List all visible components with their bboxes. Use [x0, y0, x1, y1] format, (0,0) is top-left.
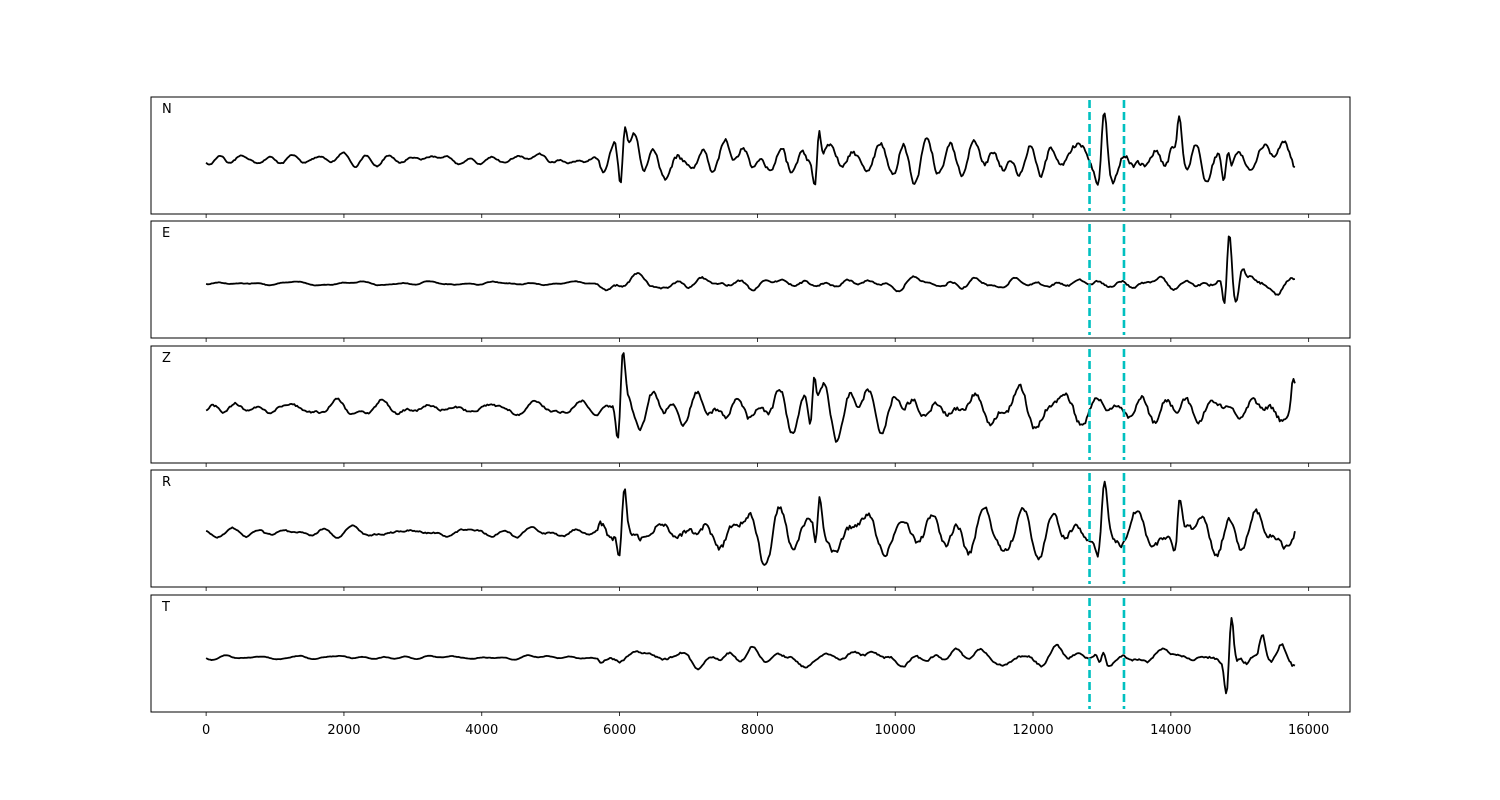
x-tick-label: 0: [202, 723, 210, 738]
panel-z: Z: [150, 345, 1351, 467]
panel-r: R: [150, 469, 1351, 591]
panel-n: N: [150, 96, 1351, 218]
x-axis: 0 2000 4000 6000 8000 10000 12000 14000 16000: [202, 723, 1329, 738]
trace-n: [205, 112, 1296, 186]
x-tick-label: 8000: [741, 723, 774, 738]
panel-label: Z: [162, 351, 171, 366]
panel-frame: [150, 469, 1351, 588]
panel-label: R: [162, 475, 171, 490]
panels-group: N E Z R T: [150, 96, 1351, 716]
panel-frame: [150, 96, 1351, 215]
x-tick-label: 4000: [465, 723, 498, 738]
x-tick-label: 16000: [1288, 723, 1329, 738]
trace-t: [205, 617, 1296, 695]
panel-frame: [150, 345, 1351, 464]
panel-frame: [150, 594, 1351, 713]
panel-t: T: [150, 594, 1351, 716]
x-tick-label: 12000: [1012, 723, 1053, 738]
panel-frame: [150, 220, 1351, 339]
x-tick-label: 10000: [875, 723, 916, 738]
panel-label: E: [162, 226, 170, 241]
x-tick-label: 6000: [603, 723, 636, 738]
x-tick-label: 14000: [1150, 723, 1191, 738]
panel-label: T: [161, 600, 170, 615]
trace-e: [205, 235, 1296, 304]
panel-e: E: [150, 220, 1351, 342]
trace-r: [205, 480, 1296, 566]
x-tick-label: 2000: [327, 723, 360, 738]
panel-label: N: [162, 102, 172, 117]
trace-z: [205, 352, 1296, 443]
